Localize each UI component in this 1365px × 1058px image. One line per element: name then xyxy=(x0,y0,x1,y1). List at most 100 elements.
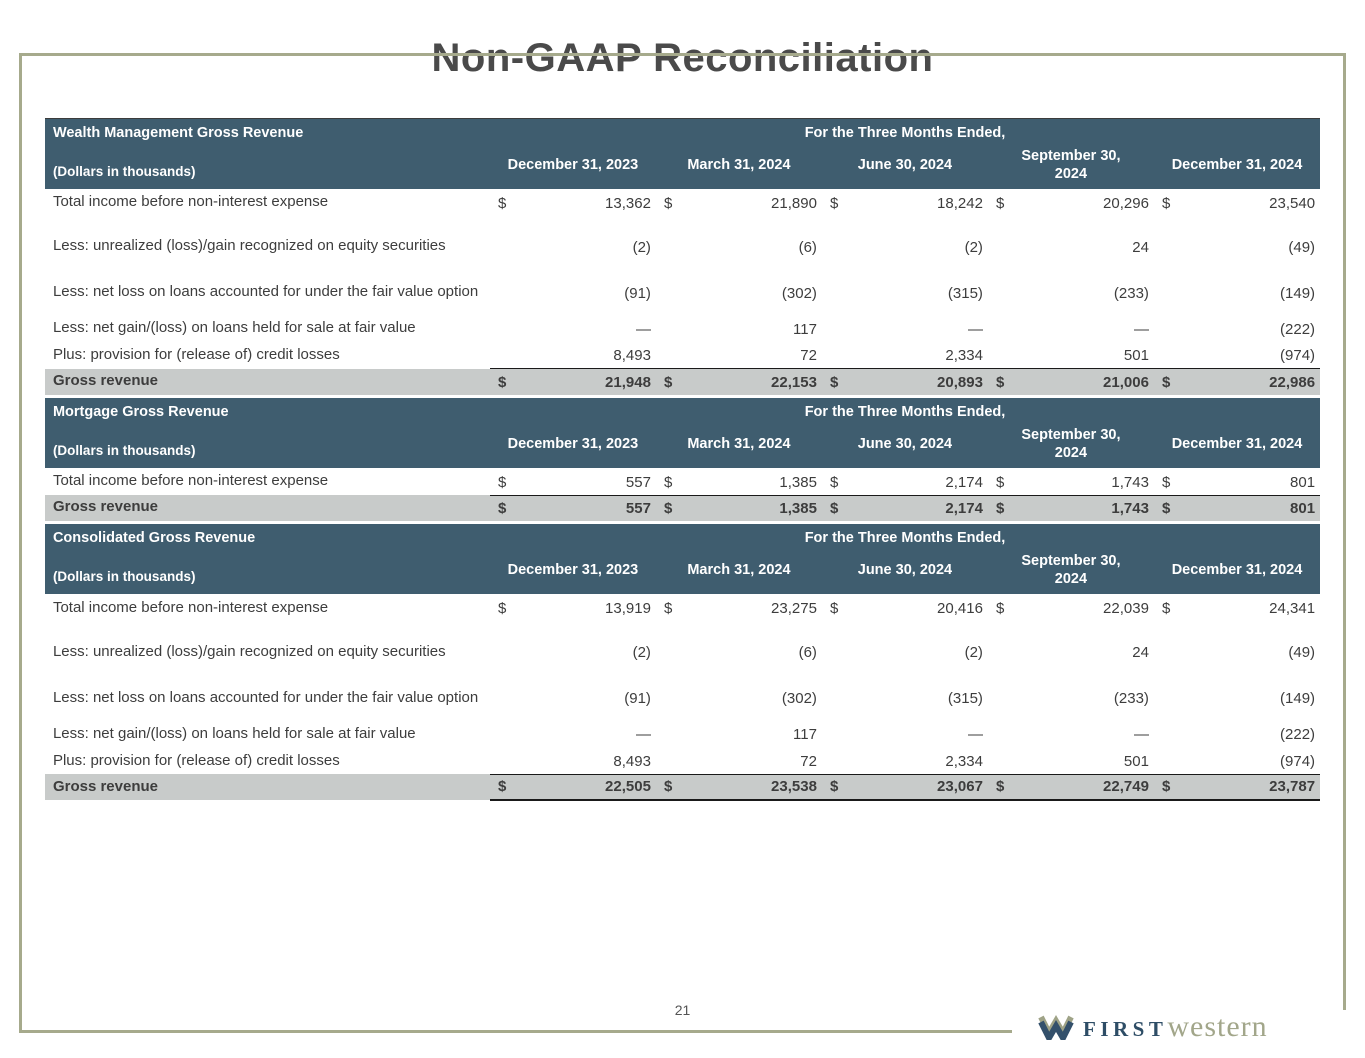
period-header: For the Three Months Ended, xyxy=(489,118,1321,145)
dollars-note: (Dollars in thousands) xyxy=(44,550,490,595)
total-value-cell: 23,538 xyxy=(691,774,822,802)
total-value-cell: 801 xyxy=(1189,495,1321,521)
mortgage-table: Mortgage Gross Revenue For the Three Mon… xyxy=(44,397,1321,521)
column-header: March 31, 2024 xyxy=(655,144,822,189)
table-row: Total income before non-interest expense… xyxy=(45,468,1321,496)
table-column-header-row: (Dollars in thousands) December 31, 2023… xyxy=(44,144,1321,189)
value-cell: 2,334 xyxy=(857,341,988,370)
table-title: Mortgage Gross Revenue xyxy=(44,397,490,424)
row-label: Plus: provision for (release of) credit … xyxy=(52,751,340,769)
currency-cell: $ xyxy=(489,368,526,395)
value-cell: 501 xyxy=(1023,747,1154,775)
value-cell: — xyxy=(967,726,983,744)
page-title: Non-GAAP Reconciliation xyxy=(431,36,934,80)
value-cell: (2) xyxy=(632,238,651,256)
value-cell: (49) xyxy=(1288,644,1316,662)
currency-cell: $ xyxy=(987,774,1024,802)
total-value-cell: 557 xyxy=(525,495,656,521)
total-value-cell: 22,505 xyxy=(525,774,656,802)
currency-cell: $ xyxy=(995,600,1005,618)
currency-cell xyxy=(988,621,1024,665)
currency-cell xyxy=(822,665,858,711)
column-header: December 31, 2024 xyxy=(1153,144,1321,189)
value-cell: 117 xyxy=(793,320,817,338)
currency-cell xyxy=(656,260,692,306)
row-label: Less: unrealized (loss)/gain recognized … xyxy=(52,642,446,660)
table-column-header-row: (Dollars in thousands) December 31, 2023… xyxy=(44,423,1321,468)
gross-revenue-row: Gross revenue $ 21,948 $ 22,153 $ 20,893… xyxy=(44,368,1321,395)
currency-cell: $ xyxy=(655,468,692,496)
total-value-cell: 21,006 xyxy=(1023,368,1154,395)
table-row: Less: net gain/(loss) on loans held for … xyxy=(45,306,1320,342)
page-border-bottom xyxy=(19,1030,1012,1033)
value-cell: (222) xyxy=(1280,726,1316,744)
table-row: Less: net gain/(loss) on loans held for … xyxy=(45,711,1320,747)
value-cell: (2) xyxy=(632,644,651,662)
currency-cell xyxy=(1153,341,1190,370)
currency-cell xyxy=(1154,306,1190,342)
value-cell: (2) xyxy=(964,644,983,662)
value-cell: 8,493 xyxy=(525,747,656,775)
value-cell: (6) xyxy=(798,644,817,662)
currency-cell: $ xyxy=(987,368,1024,395)
table-row: Less: net loss on loans accounted for un… xyxy=(45,665,1320,711)
currency-cell xyxy=(1154,216,1190,260)
column-header: September 30, 2024 xyxy=(987,550,1154,595)
column-header: March 31, 2024 xyxy=(655,423,822,468)
currency-cell: $ xyxy=(489,468,526,496)
table-row: Total income before non-interest expense… xyxy=(45,594,1320,621)
value-cell: 20,296 xyxy=(1103,194,1149,212)
total-value-cell: 20,893 xyxy=(857,368,988,395)
value-cell: — xyxy=(635,320,651,338)
column-header: December 31, 2023 xyxy=(489,423,656,468)
period-header: For the Three Months Ended, xyxy=(489,524,1321,550)
value-cell: (233) xyxy=(1113,284,1149,302)
value-cell: 72 xyxy=(691,747,822,775)
row-label: Total income before non-interest expense xyxy=(52,472,329,490)
dollars-note: (Dollars in thousands) xyxy=(44,423,490,468)
currency-cell xyxy=(655,341,692,370)
table-row: Plus: provision for (release of) credit … xyxy=(45,747,1321,775)
currency-cell xyxy=(987,341,1024,370)
period-header: For the Three Months Ended, xyxy=(489,397,1321,424)
total-value-cell: 23,787 xyxy=(1189,774,1321,802)
currency-cell: $ xyxy=(489,774,526,802)
currency-cell: $ xyxy=(663,600,673,618)
currency-cell xyxy=(822,621,858,665)
total-value-cell: 23,067 xyxy=(857,774,988,802)
value-cell: 501 xyxy=(1023,341,1154,370)
currency-cell: $ xyxy=(829,600,839,618)
value-cell: — xyxy=(967,320,983,338)
value-cell: (149) xyxy=(1280,284,1316,302)
w-logo-icon xyxy=(1038,1014,1074,1045)
table-column-header-row: (Dollars in thousands) December 31, 2023… xyxy=(44,550,1321,595)
currency-cell xyxy=(821,747,858,775)
row-label: Less: net gain/(loss) on loans held for … xyxy=(52,724,416,742)
consolidated-table: Consolidated Gross Revenue For the Three… xyxy=(44,524,1321,802)
currency-cell xyxy=(490,665,526,711)
column-header: December 31, 2023 xyxy=(489,550,656,595)
row-label: Less: unrealized (loss)/gain recognized … xyxy=(52,237,446,254)
table-row: Total income before non-interest expense… xyxy=(45,189,1320,216)
value-cell: (974) xyxy=(1189,747,1321,775)
currency-cell: $ xyxy=(821,468,858,496)
currency-cell: $ xyxy=(1153,368,1190,395)
page-border-left xyxy=(19,53,22,1033)
value-cell: (302) xyxy=(781,284,817,302)
value-cell: (91) xyxy=(624,284,651,302)
currency-cell xyxy=(1154,260,1190,306)
value-cell: 24 xyxy=(1132,644,1149,662)
total-value-cell: 22,153 xyxy=(691,368,822,395)
value-cell: (49) xyxy=(1288,238,1316,256)
total-label: Gross revenue xyxy=(44,495,490,521)
page-number: 21 xyxy=(674,1002,691,1018)
column-header: December 31, 2024 xyxy=(1153,423,1321,468)
currency-cell xyxy=(822,216,858,260)
total-value-cell: 2,174 xyxy=(857,495,988,521)
column-header: June 30, 2024 xyxy=(821,144,988,189)
currency-cell xyxy=(656,306,692,342)
row-label: Total income before non-interest expense xyxy=(52,598,329,616)
currency-cell: $ xyxy=(655,495,692,521)
table-row: Less: unrealized (loss)/gain recognized … xyxy=(45,216,1320,260)
value-cell: — xyxy=(1133,726,1149,744)
